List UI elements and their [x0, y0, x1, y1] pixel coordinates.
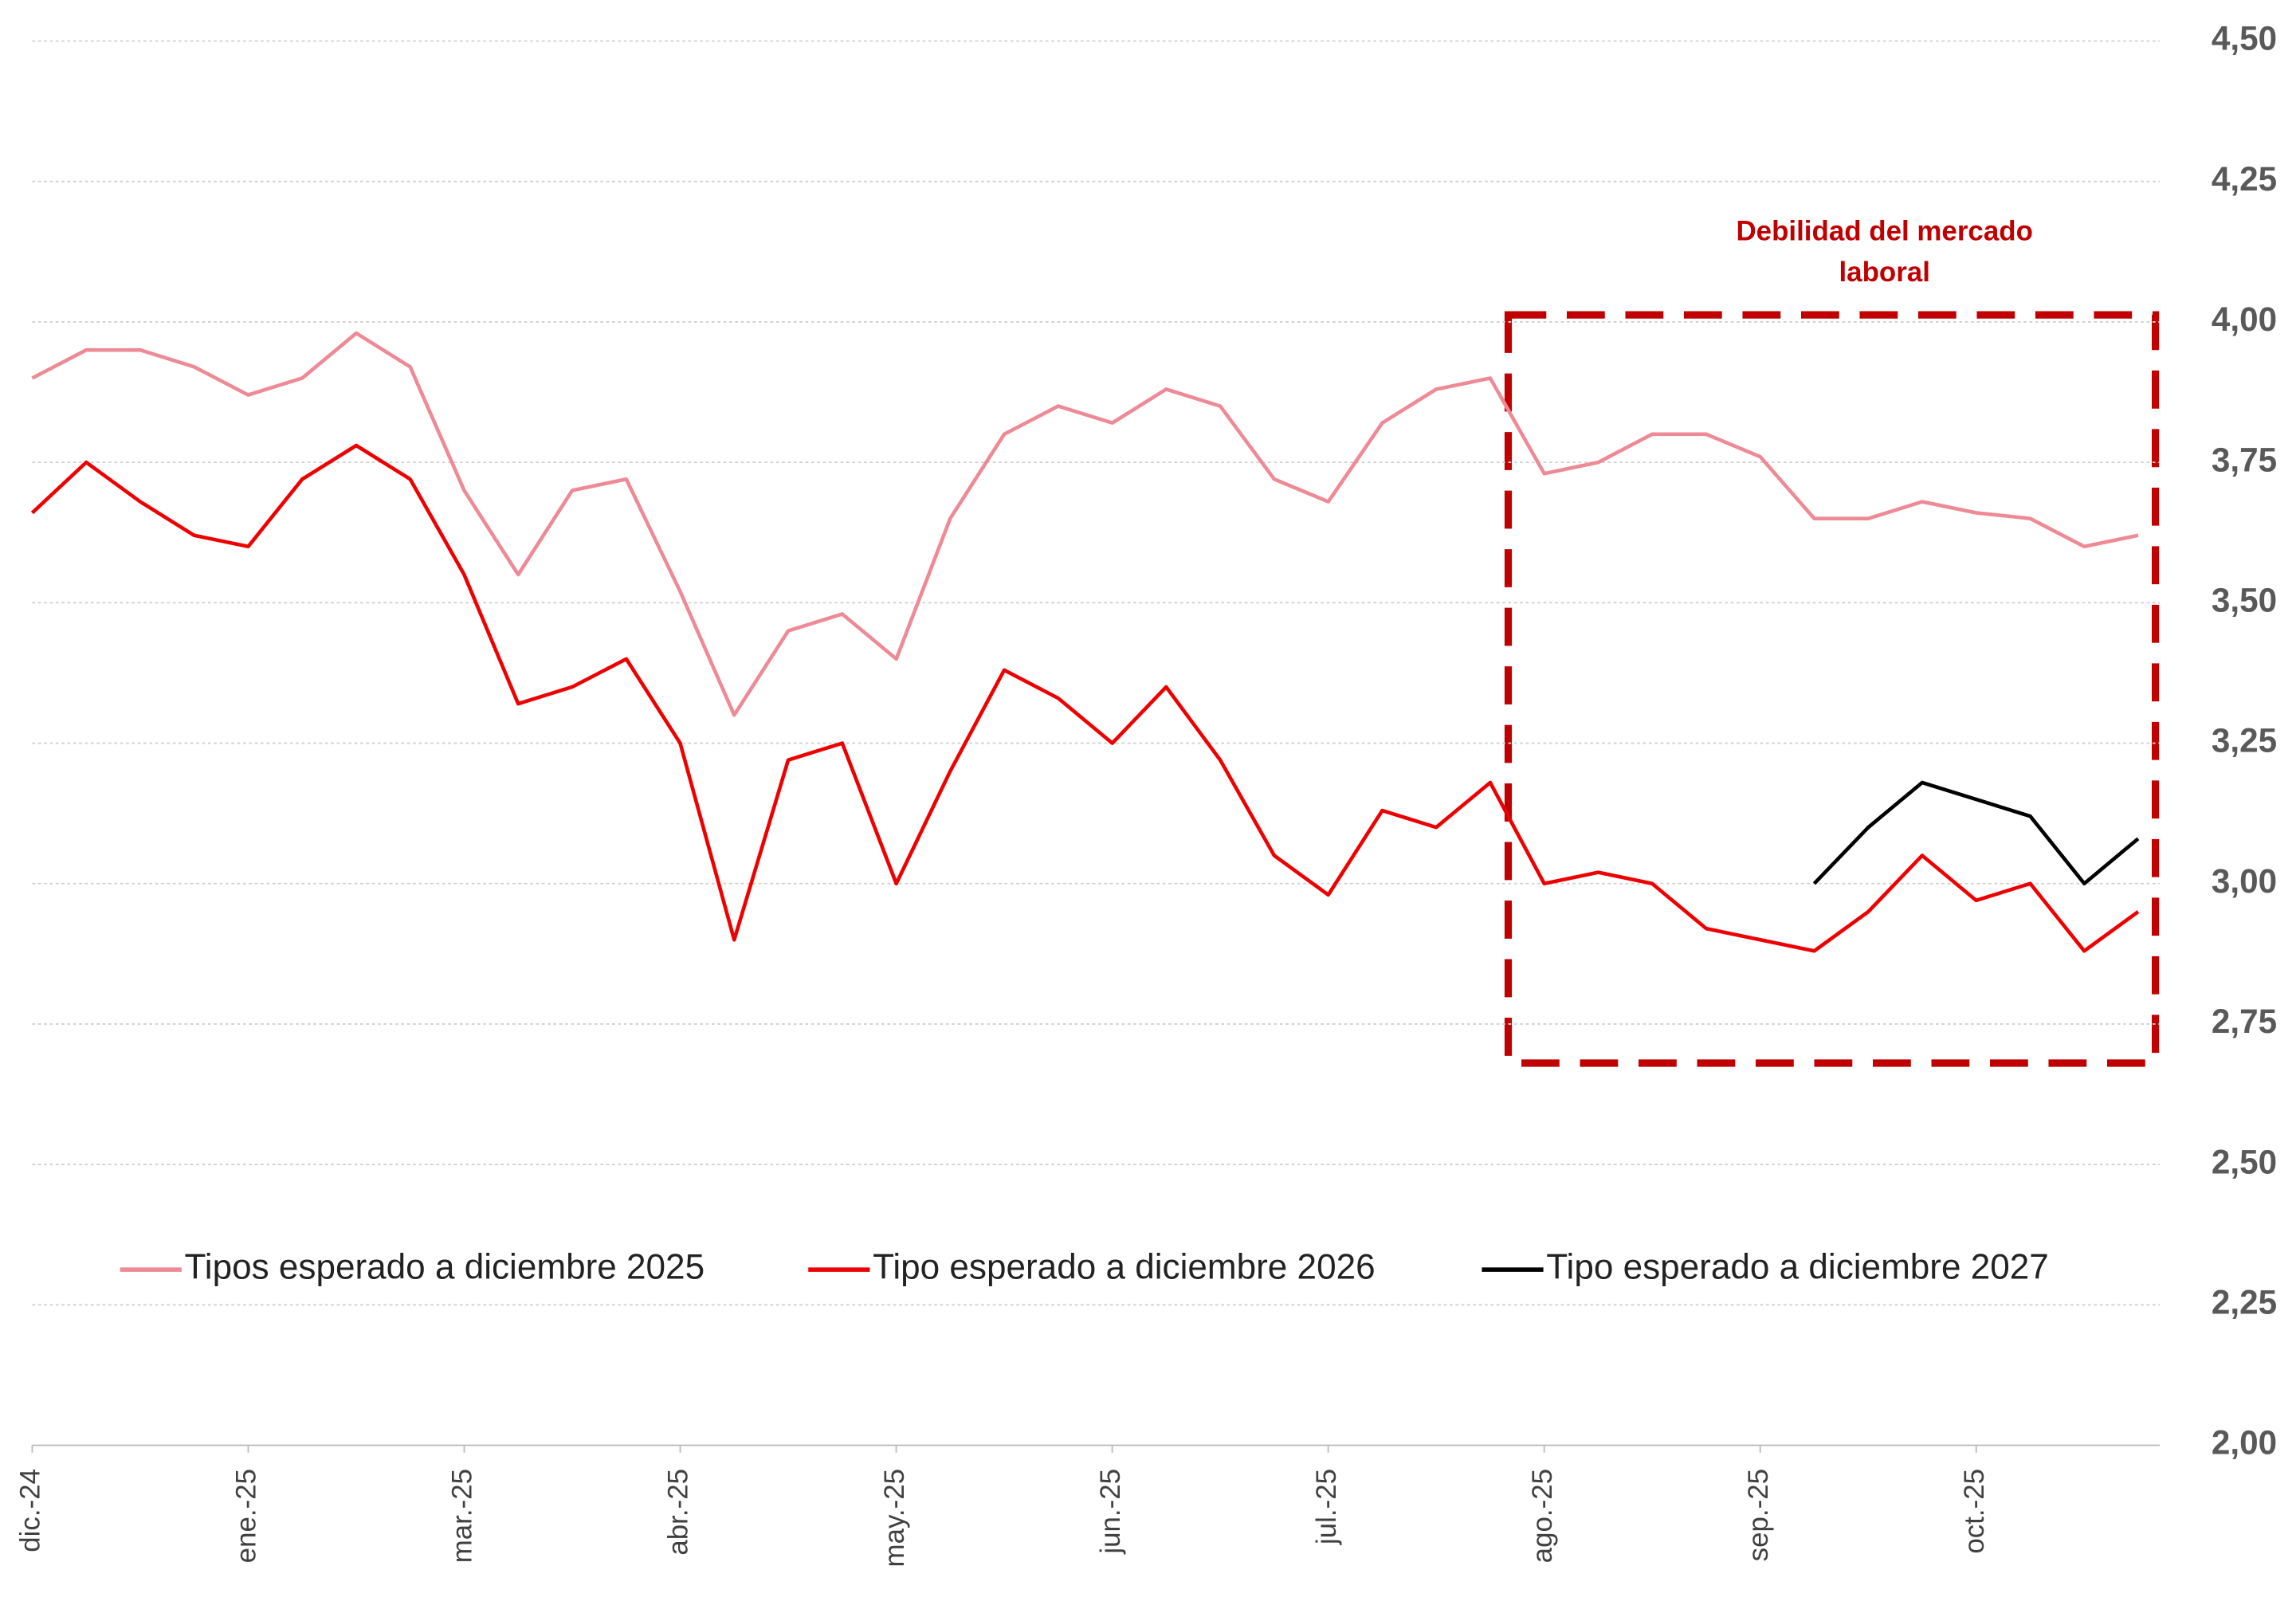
y-tick-label: 4,50 [2212, 20, 2277, 57]
x-tick-label: may.-25 [879, 1469, 910, 1568]
y-tick-label: 4,00 [2212, 300, 2277, 338]
y-tick-label: 2,00 [2212, 1424, 2277, 1462]
y-tick-label: 2,75 [2212, 1003, 2277, 1040]
x-tick-label: ene.-25 [231, 1469, 262, 1563]
legend-item: Tipos esperado a diciembre 2025 [120, 1248, 704, 1287]
y-tick-label: 3,25 [2212, 722, 2277, 759]
x-tick-label: mar.-25 [447, 1469, 478, 1563]
y-tick-label: 2,50 [2212, 1143, 2277, 1180]
series-line [30, 443, 2140, 953]
annotation: laboral [1839, 257, 1929, 288]
series-line [31, 331, 2139, 717]
legend-label: Tipos esperado a diciembre 2025 [185, 1248, 705, 1287]
y-tick-label: 3,00 [2212, 862, 2277, 900]
y-tick-label: 2,25 [2212, 1284, 2277, 1321]
x-tick-label: abr.-25 [663, 1469, 694, 1556]
x-tick-label: oct.-25 [1959, 1469, 1990, 1554]
y-tick-label: 3,75 [2212, 441, 2277, 478]
highlight-box [1504, 311, 2160, 1067]
x-tick-label: jun.-25 [1095, 1469, 1126, 1555]
legend-label: Tipo esperado a diciembre 2026 [873, 1248, 1376, 1287]
y-tick-label: 4,25 [2212, 160, 2277, 198]
x-tick-label: ago.-25 [1527, 1469, 1558, 1563]
legend-item: Tipo esperado a diciembre 2027 [1482, 1248, 2049, 1287]
x-tick-label: jul.-25 [1311, 1469, 1342, 1545]
x-tick-label: sep.-25 [1743, 1469, 1774, 1561]
series-line [1812, 780, 2140, 886]
y-tick-label: 3,50 [2212, 581, 2277, 618]
legend-item: Tipo esperado a diciembre 2026 [808, 1248, 1376, 1287]
legend-label: Tipo esperado a diciembre 2027 [1546, 1248, 2049, 1287]
x-tick-label: dic.-24 [15, 1469, 46, 1552]
annotation: Debilidad del mercado [1736, 215, 2032, 246]
